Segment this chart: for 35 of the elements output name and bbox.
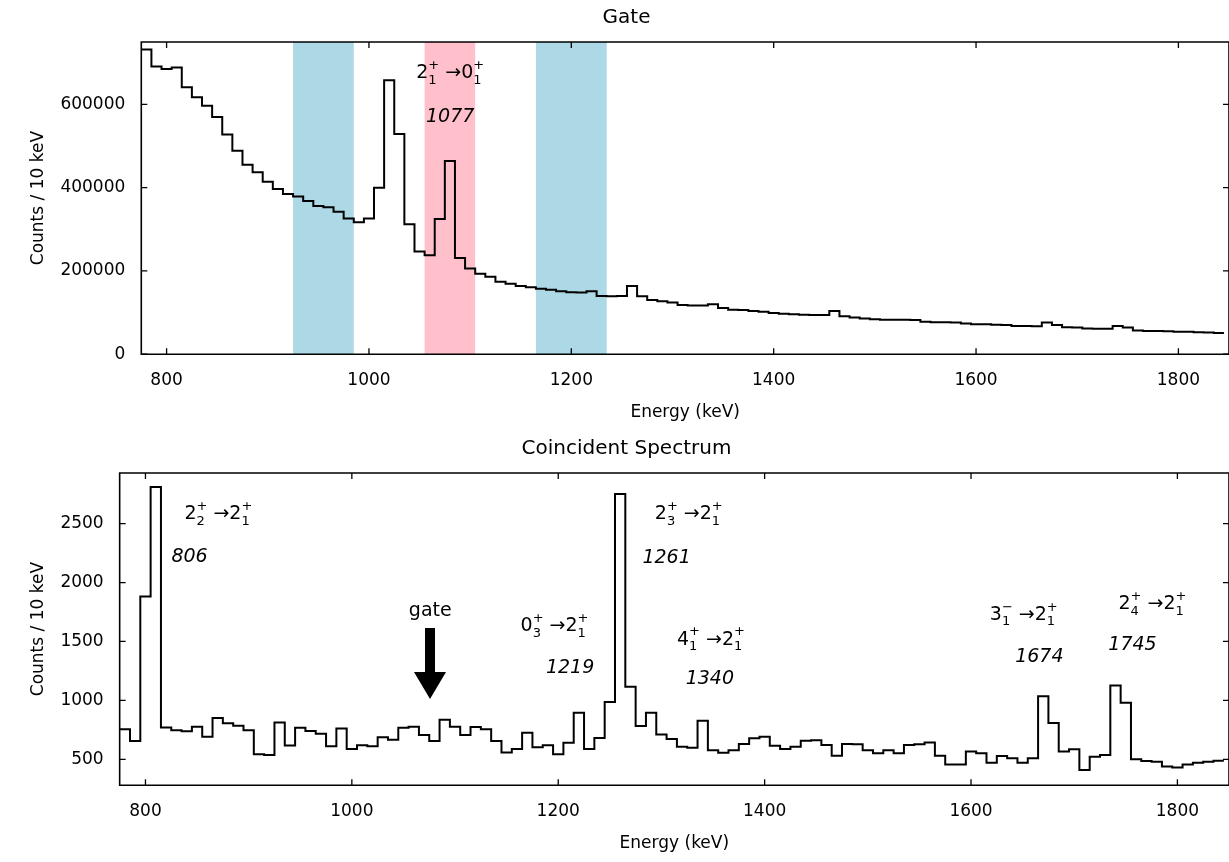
x-tick-label: 1200 [549, 368, 593, 389]
x-tick-label: 800 [150, 368, 183, 389]
y-axis-title: Counts / 10 keV [26, 130, 47, 266]
y-axis-title: Counts / 10 keV [26, 561, 47, 697]
x-tick-label: 1600 [949, 799, 993, 820]
annotation: 1674 [1015, 643, 1064, 666]
annotation: 1077 [426, 103, 475, 126]
y-tick-label: 2000 [60, 570, 104, 591]
annotation: 806 [171, 543, 208, 566]
x-tick-label: 1000 [330, 799, 374, 820]
chart-title: Gate [602, 4, 651, 29]
y-tick-label: 200000 [60, 259, 126, 280]
annotation: 1340 [685, 665, 735, 688]
annotation: 1745 [1108, 631, 1157, 654]
annotation: gate [408, 597, 452, 620]
annotation: 1261 [642, 544, 691, 567]
x-tick-label: 1600 [954, 368, 998, 389]
y-tick-label: 2500 [60, 512, 104, 533]
x-tick-label: 1400 [742, 799, 787, 820]
y-tick-label: 0 [114, 342, 126, 363]
chart-title: Coincident Spectrum [521, 435, 732, 460]
x-tick-label: 800 [129, 799, 162, 820]
y-tick-label: 600000 [60, 92, 126, 113]
y-tick-label: 1000 [60, 688, 104, 709]
x-tick-label: 1400 [752, 368, 796, 389]
x-tick-label: 1800 [1156, 368, 1201, 389]
x-tick-label: 1800 [1155, 799, 1200, 820]
x-axis-title: Energy (keV) [619, 832, 730, 853]
x-axis-title: Energy (keV) [630, 401, 740, 422]
y-tick-label: 1500 [60, 629, 104, 650]
y-tick-label: 400000 [60, 176, 126, 197]
x-tick-label: 1200 [536, 799, 580, 820]
x-tick-label: 1000 [347, 368, 391, 389]
y-tick-label: 500 [71, 747, 104, 768]
annotation: 1219 [545, 655, 595, 678]
